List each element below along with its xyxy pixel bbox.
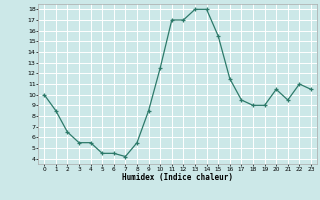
X-axis label: Humidex (Indice chaleur): Humidex (Indice chaleur) bbox=[122, 173, 233, 182]
